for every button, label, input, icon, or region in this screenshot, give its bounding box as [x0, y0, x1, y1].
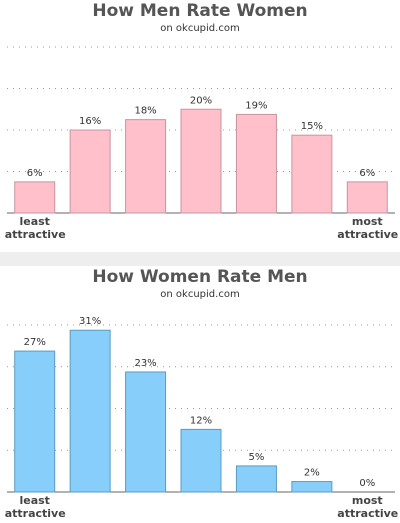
bar [69, 329, 111, 493]
bar [180, 108, 222, 214]
x-tick-label-box: least attractive [4, 215, 66, 241]
value-label: 19% [245, 100, 267, 111]
bar [291, 134, 333, 214]
value-label: 27% [24, 337, 46, 348]
value-label: 6% [27, 168, 43, 179]
x-tick-label-box: most attractive [337, 215, 399, 241]
value-label: 6% [359, 168, 375, 179]
bar [180, 428, 222, 493]
bar [125, 119, 167, 214]
x-tick-label: least attractive [4, 215, 66, 241]
value-label: 5% [248, 452, 264, 463]
x-tick-label-box: least attractive [4, 494, 66, 520]
x-tick-label: most attractive [337, 215, 399, 241]
value-label: 31% [79, 316, 101, 327]
value-label: 18% [134, 106, 156, 117]
bar [346, 181, 388, 214]
value-label: 20% [190, 95, 212, 106]
bar [235, 465, 277, 493]
value-label: 12% [190, 415, 212, 426]
x-tick-label: least attractive [4, 494, 66, 520]
chart-subtitle: on okcupid.com [160, 23, 239, 34]
bar [14, 350, 56, 493]
separator [0, 252, 400, 266]
chart-title: How Women Rate Men [92, 267, 307, 287]
chart-title: How Men Rate Women [92, 1, 307, 21]
value-label: 23% [134, 358, 156, 369]
value-label: 15% [301, 121, 323, 132]
x-tick-label: most attractive [337, 494, 399, 520]
value-label: 16% [79, 116, 101, 127]
x-tick-label-box: most attractive [337, 494, 399, 520]
bar [69, 129, 111, 214]
bar [14, 181, 56, 214]
value-label: 0% [359, 478, 375, 489]
value-label: 2% [304, 468, 320, 479]
bar [235, 113, 277, 214]
bar [125, 371, 167, 493]
chart-subtitle: on okcupid.com [160, 289, 239, 300]
bar [291, 481, 333, 493]
